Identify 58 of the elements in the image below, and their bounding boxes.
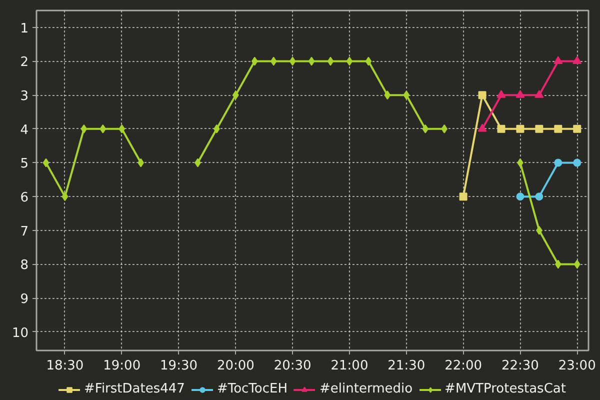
y-tick-label: 8 — [20, 258, 29, 274]
point — [459, 192, 468, 201]
point — [478, 91, 486, 100]
point — [554, 260, 562, 269]
point — [573, 124, 582, 133]
point — [80, 124, 88, 134]
point — [251, 56, 258, 66]
x-tick-label: 19:00 — [103, 358, 141, 374]
point — [62, 192, 68, 202]
x-tick-label: 21:00 — [330, 358, 368, 374]
point — [554, 158, 562, 167]
point — [365, 56, 372, 66]
x-tick-label: 23:00 — [558, 358, 596, 374]
legend-label: #MVTProtestasCat — [444, 382, 566, 396]
y-tick-label: 7 — [20, 224, 29, 240]
legend-label: #FirstDates447 — [84, 382, 185, 396]
point — [535, 124, 544, 133]
x-tick-label: 22:30 — [501, 358, 539, 374]
point — [289, 56, 296, 66]
y-tick-label: 3 — [20, 89, 29, 104]
x-tick-label: 18:30 — [46, 358, 84, 374]
point — [573, 158, 582, 167]
point — [497, 124, 506, 133]
point — [496, 90, 506, 98]
point — [516, 192, 524, 201]
point — [422, 124, 429, 134]
y-tick-label: 10 — [12, 326, 29, 341]
point — [535, 192, 544, 201]
point — [118, 124, 126, 134]
point — [574, 260, 580, 269]
x-tick-label: 22:00 — [444, 358, 482, 374]
y-tick-label: 4 — [20, 122, 29, 138]
point — [478, 124, 487, 132]
x-tick-label: 20:30 — [274, 358, 312, 374]
point — [572, 56, 582, 64]
point — [554, 56, 563, 64]
point — [327, 56, 334, 66]
x-tick-label: 21:30 — [388, 358, 426, 374]
legend-label: #TocTocEH — [216, 382, 288, 396]
y-tick-label: 9 — [20, 292, 29, 308]
point — [516, 124, 524, 133]
y-tick-label: 2 — [20, 55, 29, 70]
point — [403, 90, 410, 100]
point — [346, 56, 353, 66]
y-tick-label: 5 — [20, 156, 29, 172]
point — [270, 56, 277, 66]
point — [42, 158, 50, 168]
y-tick-label: 6 — [20, 190, 29, 206]
x-tick-label: 19:30 — [160, 358, 198, 374]
x-tick-label: 20:00 — [216, 358, 254, 374]
point — [100, 124, 106, 134]
point — [554, 124, 562, 133]
point — [308, 56, 315, 66]
legend-label: #elintermedio — [320, 382, 413, 396]
point — [534, 90, 544, 98]
point — [516, 90, 525, 98]
y-tick-label: 1 — [20, 21, 29, 36]
point — [384, 90, 391, 100]
